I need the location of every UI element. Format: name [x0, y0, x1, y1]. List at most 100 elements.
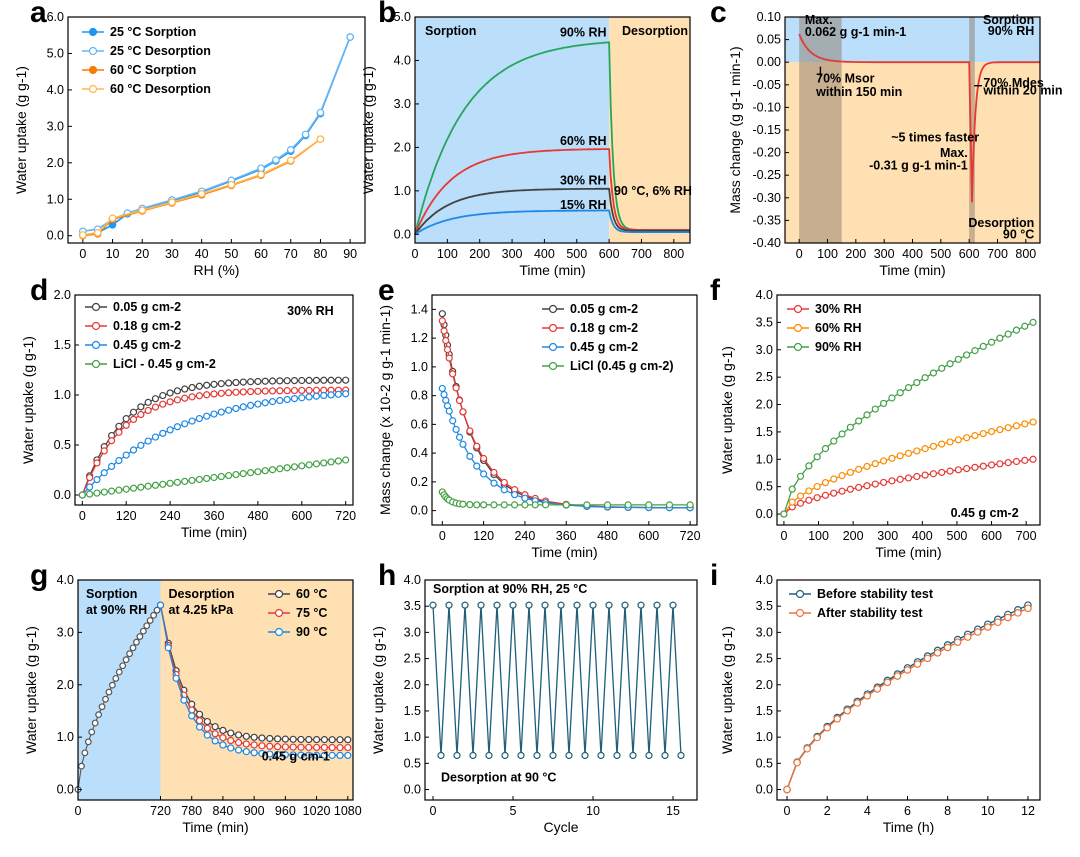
data-point [195, 717, 204, 725]
data-point [521, 494, 529, 502]
x-tick-label: 1020 [303, 804, 331, 818]
x-tick-label: 300 [502, 247, 523, 261]
data-point [581, 751, 589, 760]
data-point [129, 484, 138, 492]
data-point [217, 380, 225, 388]
data-point [129, 446, 138, 454]
data-point [342, 390, 350, 398]
data-point [281, 735, 289, 743]
legend-label: Before stability test [817, 587, 934, 601]
annotation: 30% RH [287, 304, 334, 318]
region-label: Desorption [169, 587, 235, 601]
data-point [188, 383, 196, 392]
data-point [344, 743, 352, 752]
data-point [971, 463, 979, 471]
y-tick-label: 1.0 [404, 730, 421, 744]
plot-frame [776, 579, 1041, 801]
data-point [665, 501, 674, 509]
data-point [344, 751, 352, 760]
data-point [219, 734, 227, 742]
y-tick-label: 5.0 [47, 46, 64, 60]
data-point [509, 601, 517, 609]
data-point [946, 467, 954, 475]
data-point [823, 723, 831, 732]
data-point [102, 695, 109, 703]
data-point [88, 728, 96, 736]
x-tick-label: 60 [254, 247, 268, 261]
data-point [181, 477, 189, 485]
x-tick-label: 900 [244, 804, 265, 818]
legend-marker [88, 27, 98, 37]
data-point [173, 478, 182, 486]
legend-label: LiCl - 0.45 g cm-2 [113, 357, 216, 371]
data-point [268, 466, 277, 474]
data-point [122, 485, 130, 493]
y-tick-label: 6.0 [47, 10, 64, 24]
data-point [883, 678, 892, 687]
data-point [984, 623, 992, 631]
data-point [996, 334, 1004, 342]
data-point [137, 403, 145, 411]
plot-frame [77, 579, 354, 801]
x-axis-label: Time (min) [531, 544, 597, 560]
y-axis-label: Mass change (g g-1 min-1) [727, 46, 743, 213]
y-tick-label: 1.5 [404, 704, 421, 718]
legend-marker [274, 627, 284, 637]
data-point [166, 426, 174, 434]
data-point [473, 442, 481, 450]
data-point [485, 751, 493, 760]
data-point [301, 130, 310, 139]
x-tick-label: 960 [275, 804, 296, 818]
y-tick-label: 3.0 [394, 97, 411, 111]
x-tick-label: 780 [181, 804, 202, 818]
data-point [562, 501, 570, 509]
x-tick-label: 15 [666, 804, 680, 818]
plot-frame [414, 16, 691, 244]
data-point [305, 751, 313, 759]
data-point [913, 379, 921, 387]
data-point [510, 501, 519, 509]
x-tick-label: 0 [430, 804, 437, 818]
x-tick-label: 300 [874, 247, 895, 261]
data-point [164, 644, 172, 652]
data-point [327, 391, 335, 399]
x-tick-label: 6 [904, 804, 911, 818]
data-point [203, 381, 211, 389]
y-tick-label: 1.0 [411, 360, 428, 374]
panel-h: 0 5 10 15 0.0 0.5 1.0 1.5 2.0 2.5 3.0 3.5 4.0 Cycle Wa… [370, 573, 698, 835]
legend-label: 0.18 g cm-2 [113, 319, 181, 333]
data-point [316, 135, 325, 143]
data-point [289, 735, 297, 743]
data-point [1004, 330, 1012, 338]
data-point [783, 785, 791, 794]
data-point [490, 468, 498, 477]
data-point [261, 399, 269, 407]
data-point [987, 461, 996, 469]
legend-marker [548, 342, 558, 352]
data-point [276, 396, 284, 405]
data-point [613, 751, 621, 760]
panel-f: 0 100 200 300 400 500 600 700 0.0 0.5 1.0 1.5 2.0 2.5… [719, 288, 1041, 560]
data-point [173, 423, 182, 431]
x-tick-label: 500 [930, 247, 951, 261]
data-point [541, 501, 550, 509]
x-tick-label: 600 [291, 509, 312, 523]
data-point [159, 391, 167, 400]
data-point [91, 719, 99, 727]
data-point [490, 501, 498, 509]
data-point [151, 403, 160, 411]
data-point [533, 751, 541, 760]
y-tick-label: 1.0 [54, 388, 71, 402]
y-tick-label: 0.5 [756, 480, 773, 494]
data-point [963, 351, 971, 359]
x-tick-label: 100 [808, 529, 829, 543]
y-tick-label: -0.05 [753, 78, 782, 92]
data-point [661, 751, 669, 760]
legend-label: 0.05 g cm-2 [113, 300, 181, 314]
data-point [166, 398, 174, 406]
data-point [1021, 456, 1029, 464]
legend-marker [548, 361, 558, 371]
data-point [298, 386, 306, 395]
annotation: Desorption at 90 °C [441, 771, 556, 785]
